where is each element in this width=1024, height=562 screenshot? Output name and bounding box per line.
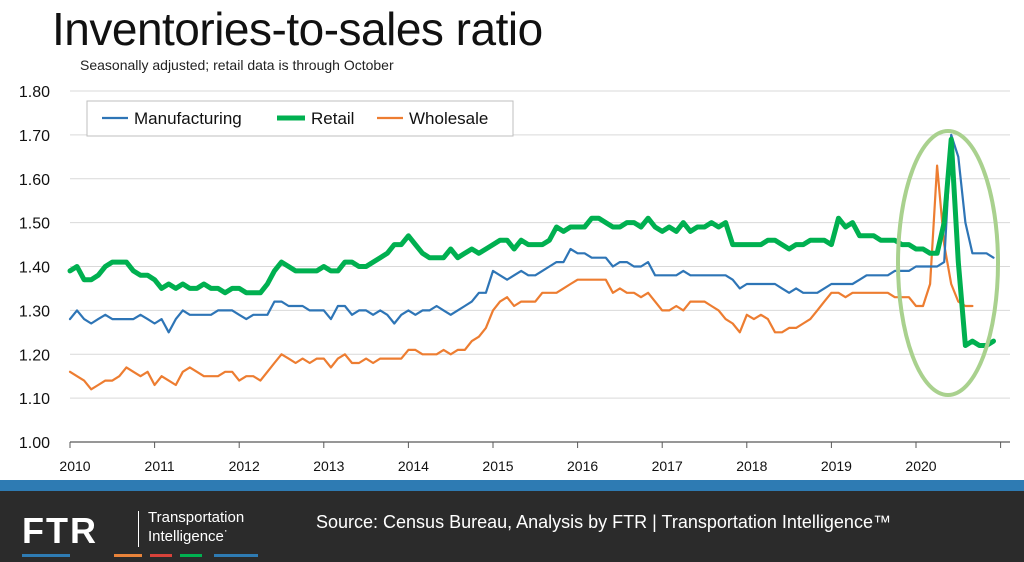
x-tick-label: 2016 (567, 458, 598, 474)
logo-color-bar (214, 554, 258, 557)
legend-label: Retail (311, 109, 354, 128)
x-tick-label: 2013 (313, 458, 344, 474)
series-line-retail (67, 136, 996, 348)
highlight-ellipse (896, 129, 1000, 397)
x-axis (69, 441, 1010, 448)
y-tick-label: 1.20 (19, 347, 50, 364)
y-axis-ticks: 1.00 1.10 1.20 1.30 1.40 1.50 1.60 1.70 1.80 (19, 84, 50, 452)
series-lines (67, 133, 996, 391)
x-tick-label: 2020 (905, 458, 936, 474)
gridlines (70, 90, 1010, 399)
footer-accent-stripe (0, 480, 1024, 491)
x-tick-label: 2011 (145, 458, 175, 474)
y-tick-label: 1.30 (19, 303, 50, 320)
series-line-manufacturing (68, 133, 995, 334)
line-chart: 1.00 1.10 1.20 1.30 1.40 1.50 1.60 1.70 1.80 201… (19, 84, 1010, 474)
chart-subtitle: Seasonally adjusted; retail data is thro… (80, 57, 394, 73)
y-tick-label: 1.10 (19, 391, 50, 408)
x-tick-label: 2015 (482, 458, 513, 474)
chart-title: Inventories-to-sales ratio (52, 3, 543, 55)
y-tick-label: 1.40 (19, 260, 50, 277)
x-axis-ticks: 2010 2011 2012 2013 2014 2015 2016 2017 2018 2019… (59, 458, 936, 474)
y-tick-label: 1.60 (19, 172, 50, 189)
x-tick-label: 2010 (59, 458, 90, 474)
source-note: Source: Census Bureau, Analysis by FTR |… (316, 512, 891, 532)
series-line-wholesale (68, 164, 974, 391)
annotations (896, 129, 1000, 397)
logo-tagline-2: Intelligence˙ (148, 528, 229, 545)
x-tick-label: 2014 (398, 458, 429, 474)
logo-divider (138, 511, 139, 547)
footer-bar: FTR Transportation Intelligence˙ Source:… (0, 480, 1024, 562)
x-tick-label: 2019 (821, 458, 852, 474)
y-tick-label: 1.80 (19, 84, 50, 101)
logo-color-bar (22, 554, 70, 557)
logo-tagline-1: Transportation (148, 509, 245, 526)
ftr-logo: FTR (22, 510, 98, 551)
y-tick-label: 1.00 (19, 435, 50, 452)
x-tick-label: 2012 (229, 458, 260, 474)
x-tick-label: 2018 (736, 458, 767, 474)
x-tick-label: 2017 (652, 458, 683, 474)
legend: Manufacturing Retail Wholesale (86, 100, 514, 137)
legend-label: Wholesale (409, 109, 488, 128)
logo-color-bar (114, 554, 142, 557)
y-tick-label: 1.50 (19, 216, 50, 233)
logo-color-bar (180, 554, 202, 557)
y-tick-label: 1.70 (19, 128, 50, 145)
legend-label: Manufacturing (134, 109, 242, 128)
logo-color-bar (150, 554, 172, 557)
